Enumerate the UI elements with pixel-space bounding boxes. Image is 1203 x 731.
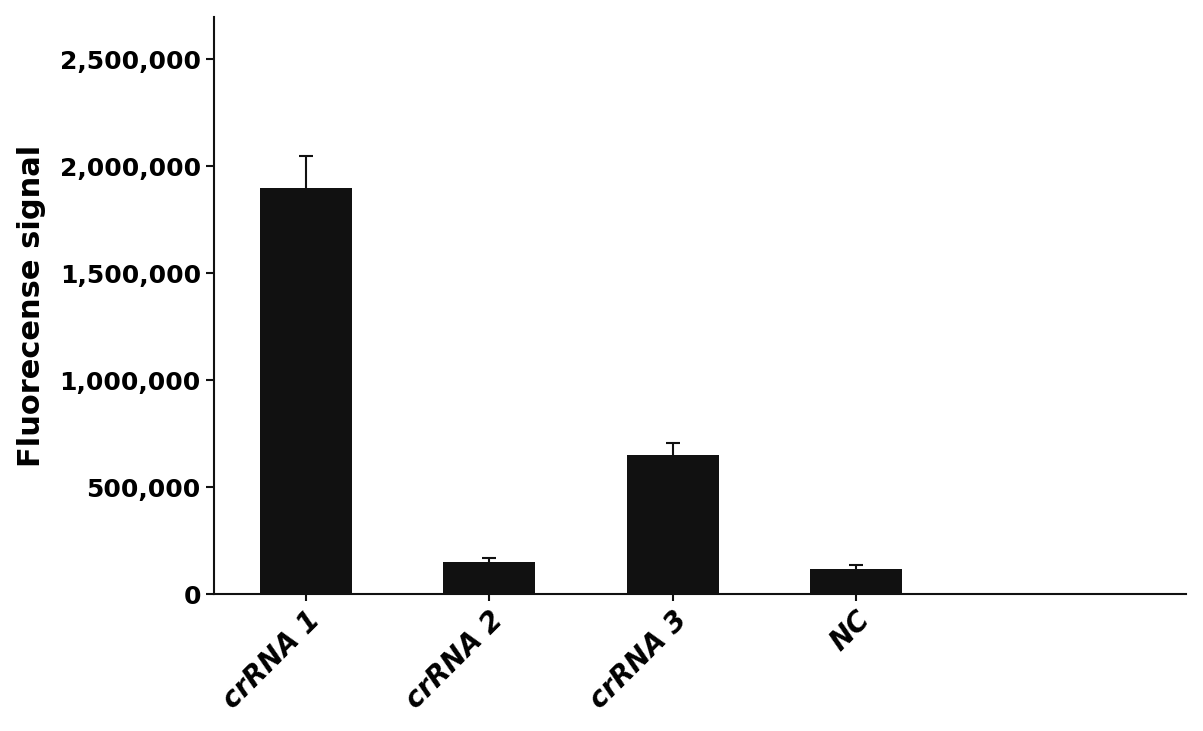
Bar [627, 455, 718, 594]
Bar [811, 569, 902, 594]
Y-axis label: Fluorecense signal: Fluorecense signal [17, 144, 46, 466]
Bar [260, 188, 351, 594]
Bar [444, 562, 535, 594]
